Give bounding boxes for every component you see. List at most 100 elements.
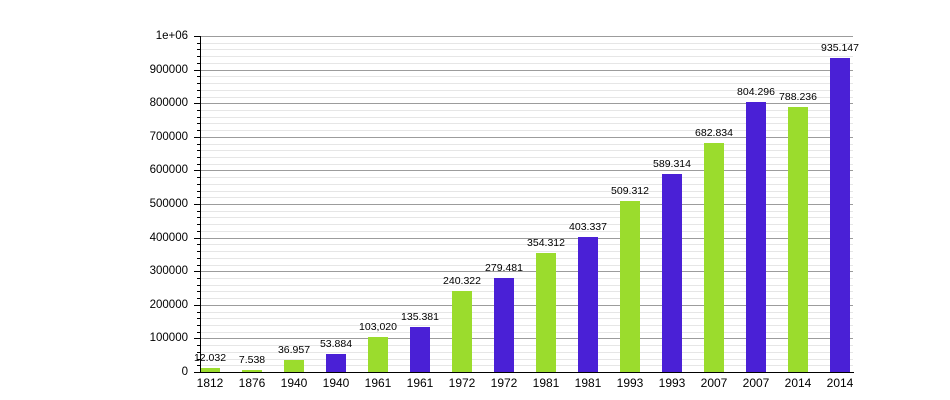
gridline-minor <box>200 42 853 44</box>
gridline-minor <box>200 257 853 259</box>
gridline-minor <box>200 183 853 185</box>
gridline-major <box>200 304 853 306</box>
bar-value-label: 240.322 <box>443 275 481 288</box>
gridline-minor <box>200 277 853 279</box>
y-tick-mark-minor <box>197 190 200 192</box>
bar-value-label: 279.481 <box>485 262 523 275</box>
bar-value-label: 788.236 <box>779 91 817 104</box>
y-tick-mark-minor <box>197 83 200 84</box>
y-tick-mark-minor <box>197 325 200 326</box>
gridline-minor <box>200 230 853 232</box>
y-tick-mark-minor <box>197 96 200 98</box>
y-tick-mark-minor <box>197 358 200 360</box>
gridline-minor <box>200 177 853 179</box>
gridline-minor <box>200 197 853 199</box>
y-tick-mark-minor <box>197 116 200 118</box>
plot-area: 12.032 7.538 36.957 53.884 103,020 135.381 240… <box>194 36 859 372</box>
y-tick-mark-major <box>194 237 200 239</box>
bar-2007-green <box>704 142 724 372</box>
x-tick-label: 1993 <box>658 376 686 390</box>
bar-value-label: 103,020 <box>359 321 397 334</box>
y-tick-mark-minor <box>197 284 200 286</box>
bar-value-label: 12.032 <box>193 352 227 364</box>
gridline-major <box>200 237 853 239</box>
y-tick-mark-major <box>194 170 200 172</box>
y-tick-mark-major <box>194 338 200 340</box>
x-tick-label: 1940 <box>280 376 308 390</box>
x-axis <box>200 372 854 373</box>
gridline-minor <box>200 284 853 286</box>
bar-value-label: 403.337 <box>569 220 607 233</box>
y-tick-mark-minor <box>197 109 200 111</box>
y-tick-mark-minor <box>197 62 200 64</box>
x-tick-label: 1981 <box>574 376 602 390</box>
y-tick-mark-minor <box>197 163 200 165</box>
gridline-minor <box>200 217 853 219</box>
y-tick-label: 0 <box>181 366 188 378</box>
y-tick-label: 1e+06 <box>155 30 188 42</box>
x-tick-label: 1981 <box>532 376 560 390</box>
gridline-minor <box>200 109 853 111</box>
y-tick-label: 600000 <box>149 164 188 177</box>
y-tick-mark-minor <box>197 177 200 179</box>
bar-1876-green <box>242 369 262 372</box>
bar-1940-green <box>284 359 304 372</box>
y-axis <box>200 36 201 373</box>
y-tick-mark-minor <box>197 251 200 252</box>
gridline-minor <box>200 83 853 84</box>
y-tick-mark-minor <box>197 150 200 152</box>
gridline-minor <box>200 163 853 165</box>
gridline-minor <box>200 190 853 192</box>
bar-1993-blue <box>662 174 682 372</box>
bar-value-label: 509.312 <box>611 184 649 197</box>
gridline-minor <box>200 365 853 367</box>
gridline-major <box>200 170 853 172</box>
x-tick-label: 2014 <box>826 376 854 390</box>
bar-value-label: 36.957 <box>277 343 311 356</box>
x-tick-label: 1972 <box>448 376 476 390</box>
gridline-minor <box>200 318 853 320</box>
x-tick-label: 2007 <box>700 376 728 390</box>
x-tick-label: 1961 <box>406 376 434 390</box>
bar-1961-blue <box>410 326 430 372</box>
y-tick-mark-minor <box>197 331 200 333</box>
gridline-minor <box>200 157 853 158</box>
gridline-minor <box>200 76 853 78</box>
bar-value-label: 135.381 <box>401 310 439 323</box>
bar-value-label: 53.884 <box>319 337 353 350</box>
x-tick-label: 1961 <box>364 376 392 390</box>
gridline-minor <box>200 331 853 333</box>
y-tick-label: 300000 <box>149 265 188 278</box>
gridline-minor <box>200 244 853 246</box>
y-tick-mark-minor <box>197 42 200 44</box>
bar-value-label: 682.834 <box>695 126 733 139</box>
gridline-minor <box>200 150 853 152</box>
y-tick-mark-minor <box>197 318 200 320</box>
y-tick-mark-major <box>194 136 200 138</box>
y-tick-mark-minor <box>197 157 200 158</box>
gridline-minor <box>200 224 853 226</box>
bar-value-label: 7.538 <box>238 353 266 366</box>
bar-1981-green <box>536 253 556 372</box>
gridline-minor <box>200 116 853 118</box>
x-tick-label: 1940 <box>322 376 350 390</box>
gridline-minor <box>200 96 853 98</box>
y-tick-label: 500000 <box>149 198 188 210</box>
x-tick-label: 2014 <box>784 376 812 390</box>
y-tick-mark-minor <box>197 210 200 212</box>
y-tick-mark-minor <box>197 76 200 78</box>
y-tick-mark-major <box>194 372 200 373</box>
bar-value-label: 589.314 <box>653 158 691 170</box>
y-tick-label: 100000 <box>149 332 188 345</box>
gridline-minor <box>200 358 853 360</box>
y-tick-mark-minor <box>197 345 200 347</box>
bar-value-label: 935.147 <box>821 41 859 54</box>
bar-1993-green <box>620 200 640 372</box>
gridline-minor <box>200 62 853 64</box>
y-tick-label: 400000 <box>149 231 188 244</box>
gridline-major <box>200 136 853 138</box>
gridline-minor <box>200 291 853 293</box>
y-tick-mark-minor <box>197 230 200 232</box>
y-tick-mark-minor <box>197 311 200 313</box>
